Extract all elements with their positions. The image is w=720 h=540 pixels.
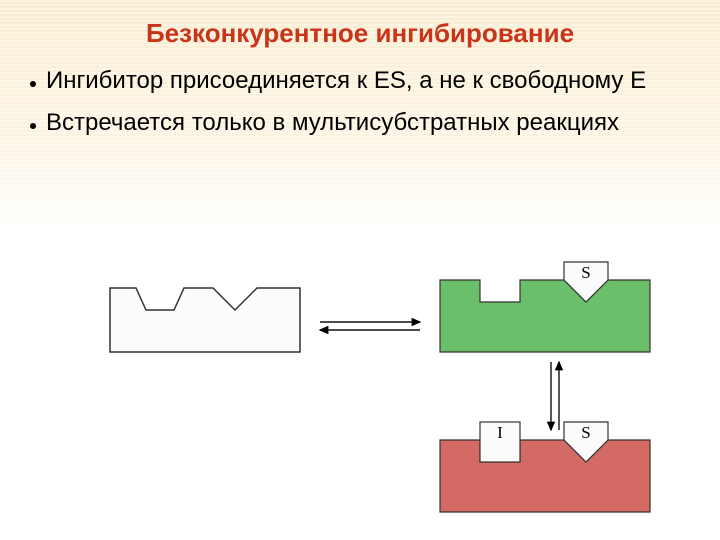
- svg-text:S: S: [581, 263, 590, 282]
- svg-text:S: S: [581, 423, 590, 442]
- enzyme-diagram: S SI: [0, 0, 720, 540]
- vertical-equilibrium-arrow: [551, 362, 559, 430]
- es-complex: S: [440, 262, 650, 352]
- esi-complex: SI: [440, 422, 650, 512]
- horizontal-equilibrium-arrow: [320, 322, 420, 330]
- free-enzyme: [110, 288, 300, 352]
- svg-text:I: I: [497, 423, 503, 442]
